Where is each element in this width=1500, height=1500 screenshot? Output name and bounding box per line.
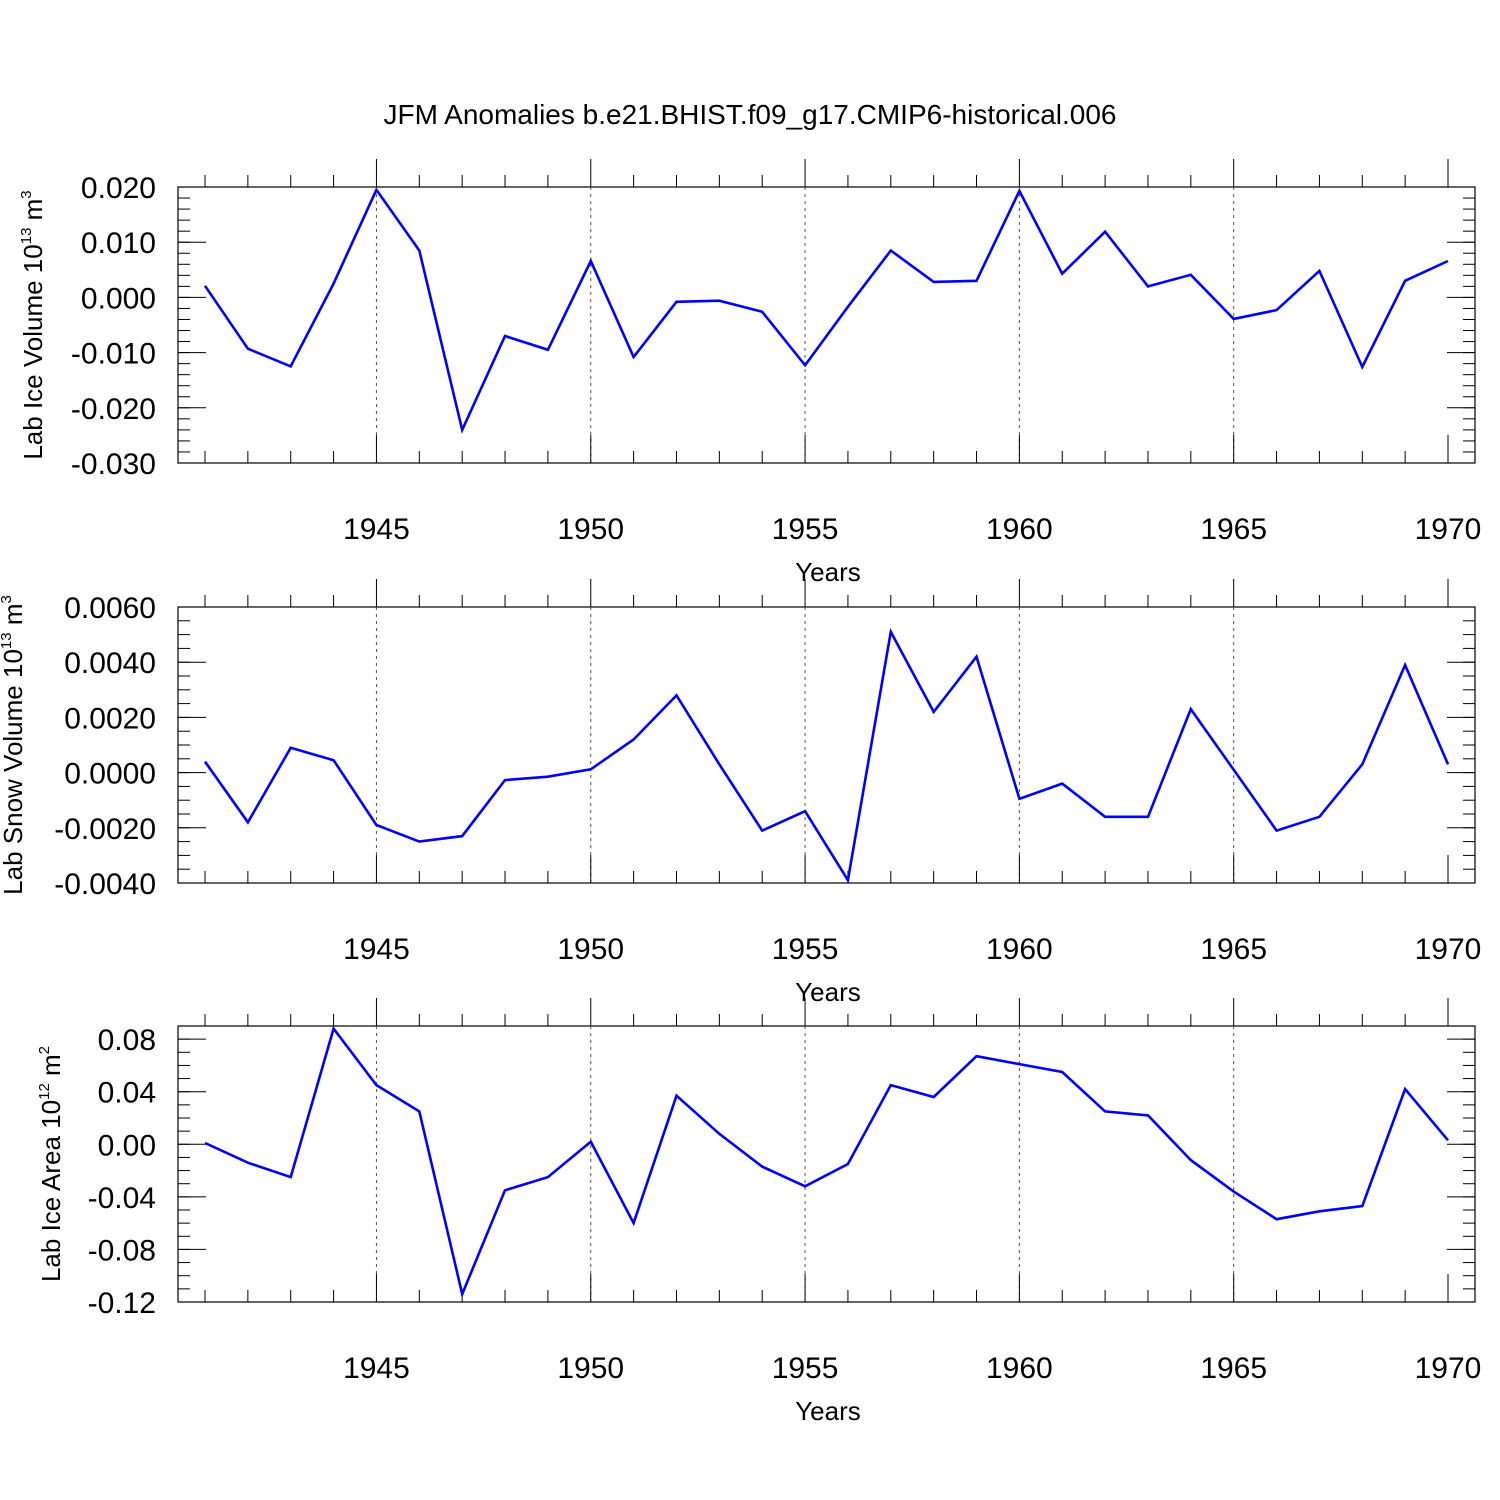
x-tick-label: 1945 [343, 513, 410, 546]
y-tick-label: 0.0060 [64, 592, 156, 625]
x-tick-label: 1945 [343, 1352, 410, 1385]
y-tick-label: -0.010 [71, 338, 156, 371]
x-tick-label: 1970 [1415, 933, 1482, 966]
y-tick-label: 0.04 [98, 1077, 156, 1110]
x-axis-label: Years [795, 977, 861, 1007]
x-axis-label: Years [795, 557, 861, 587]
y-tick-label: -0.0020 [54, 813, 156, 846]
x-tick-label: 1955 [772, 933, 839, 966]
chart-panel-1: 1945 1950 1955 1960 1965 1970 Years -0.030 -0.02… [18, 159, 1481, 587]
x-tick-label: 1950 [557, 933, 624, 966]
x-tick-label: 1965 [1200, 1352, 1267, 1385]
y-tick-label: 0.00 [98, 1129, 156, 1162]
chart-panel-3: 1945 1950 1955 1960 1965 1970 Years -0.12 -0.08 -… [36, 998, 1481, 1426]
y-tick-label: 0.000 [81, 282, 156, 315]
y-axis-label: Lab Ice Area 1012 m2 [36, 1046, 66, 1282]
x-tick-label: 1960 [986, 933, 1053, 966]
x-tick-label: 1945 [343, 933, 410, 966]
series-line [204, 1025, 1449, 1299]
x-tick-label: 1955 [772, 513, 839, 546]
x-tick-label: 1965 [1200, 933, 1267, 966]
y-tick-label: 0.010 [81, 227, 156, 260]
x-tick-label: 1950 [557, 513, 624, 546]
y-tick-label: 0.0000 [64, 758, 156, 791]
x-tick-label: 1960 [986, 1352, 1053, 1385]
y-tick-label: -0.04 [88, 1182, 156, 1215]
y-tick-label: -0.030 [71, 448, 156, 481]
y-axis-label: Lab Snow Volume 1013 m3 [0, 595, 28, 895]
y-tick-label: -0.08 [88, 1234, 156, 1267]
y-tick-label: 0.08 [98, 1024, 156, 1057]
x-tick-label: 1955 [772, 1352, 839, 1385]
plot-frame [177, 186, 1476, 464]
series-line [203, 627, 1450, 884]
x-axis-label: Years [795, 1396, 861, 1426]
y-axis-label: Lab Ice Volume 1013 m3 [18, 190, 48, 459]
chart-panel-2: 1945 1950 1955 1960 1965 1970 Years -0.0040 -0.0… [0, 579, 1481, 1007]
chart-title: JFM Anomalies b.e21.BHIST.f09_g17.CMIP6-… [383, 99, 1116, 130]
y-tick-label: 0.0020 [64, 702, 156, 735]
x-tick-label: 1970 [1415, 513, 1482, 546]
y-tick-label: -0.020 [71, 393, 156, 426]
plot-frame [177, 1025, 1476, 1303]
x-tick-label: 1965 [1200, 513, 1267, 546]
plot-frame [177, 606, 1476, 884]
y-tick-label: 0.020 [81, 172, 156, 205]
x-tick-label: 1960 [986, 513, 1053, 546]
y-tick-label: -0.0040 [54, 868, 156, 901]
y-tick-label: 0.0040 [64, 647, 156, 680]
x-tick-label: 1950 [557, 1352, 624, 1385]
series-line [203, 187, 1449, 434]
x-tick-label: 1970 [1415, 1352, 1482, 1385]
y-tick-label: -0.12 [88, 1287, 156, 1320]
